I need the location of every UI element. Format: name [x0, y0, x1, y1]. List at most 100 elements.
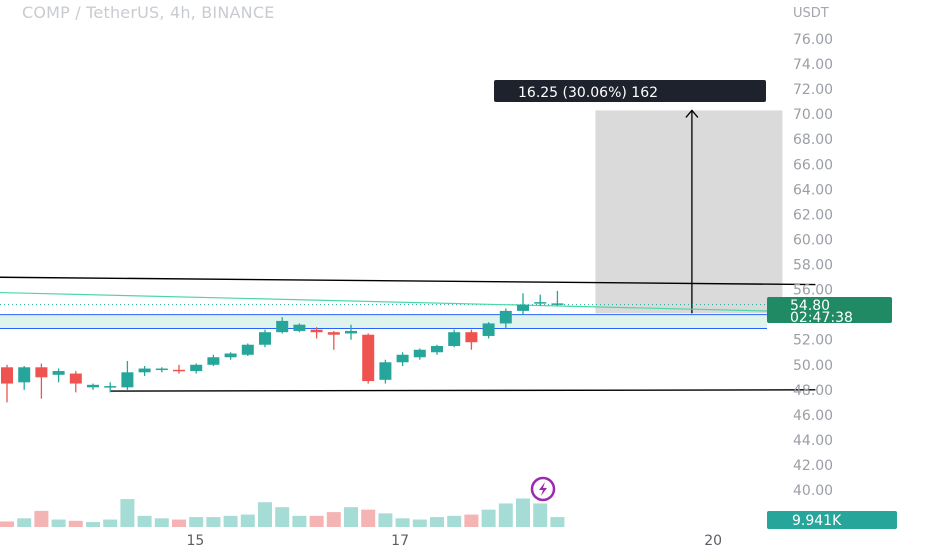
volume-tag: 9.941K [767, 511, 897, 529]
candle-body [69, 373, 82, 384]
volume-bar [206, 517, 221, 527]
measure-box [595, 110, 783, 314]
y-tick-label: 58.00 [793, 258, 833, 274]
volume-bar [498, 503, 513, 527]
volume-bar [240, 514, 255, 527]
support-zone-fill [0, 314, 767, 329]
trendlines-layer[interactable] [0, 276, 816, 392]
bar-countdown: 02:47:38 [790, 310, 853, 326]
y-tick-label: 72.00 [793, 82, 833, 98]
volume-bar [172, 519, 186, 527]
volume-bar [120, 499, 135, 527]
y-tick-label: 76.00 [793, 32, 833, 48]
volume-bar [344, 507, 358, 527]
candle-body [551, 303, 564, 305]
axis-unit-label: USDT [793, 6, 829, 21]
candle-body [207, 357, 220, 365]
candle-body [293, 324, 306, 331]
y-tick-label: 52.00 [793, 333, 833, 349]
candle-body [396, 354, 409, 363]
volume-bar [361, 509, 376, 527]
measure-label: 16.25 (30.06%) 162 [494, 80, 766, 102]
trendline-2 [110, 389, 816, 392]
volume-bar [412, 519, 427, 527]
candle-body [155, 368, 168, 371]
last-price-value: 54.80 [790, 298, 830, 314]
y-tick-label: 60.00 [793, 232, 833, 248]
candles-layer [1, 290, 564, 403]
volume-bar [395, 518, 410, 527]
volume-bar [86, 522, 100, 527]
candle-body [173, 369, 185, 372]
y-tick-label: 48.00 [793, 383, 833, 399]
y-tick-label: 44.00 [793, 433, 833, 449]
lightning-icon[interactable] [530, 476, 556, 502]
y-tick-label: 62.00 [793, 207, 833, 223]
price-axis[interactable]: USDT 76.00 74.00 72.00 70.00 68.00 66.00 64.00… [793, 6, 833, 499]
volume-bar [154, 518, 169, 527]
volume-bar [447, 515, 462, 527]
y-tick-label: 64.00 [793, 182, 833, 198]
volume-bar [51, 519, 66, 527]
volume-bar [516, 498, 530, 527]
price-range-measure[interactable] [595, 109, 783, 314]
volume-bar [430, 517, 444, 527]
candle-body [379, 362, 392, 380]
candle-body [482, 323, 495, 336]
candle-body [259, 332, 271, 345]
volume-bar [17, 518, 32, 527]
candle-body [87, 384, 99, 388]
x-tick-label: 20 [704, 533, 722, 549]
x-tick-label: 17 [391, 533, 409, 549]
candle-body [499, 310, 512, 324]
candle-body [1, 367, 13, 384]
volume-bar [464, 514, 479, 527]
candle-body [465, 332, 478, 343]
candle-body [35, 367, 48, 378]
volume-bar [550, 517, 565, 527]
x-tick-label: 15 [186, 533, 204, 549]
candle-body [448, 332, 461, 346]
volume-bar [309, 515, 324, 527]
y-tick-label: 66.00 [793, 157, 833, 173]
candle-body [345, 330, 357, 334]
volume-bar [326, 512, 341, 527]
y-tick-label: 46.00 [793, 408, 833, 424]
y-tick-label: 68.00 [793, 132, 833, 148]
volume-bar [0, 521, 14, 527]
volume-value: 9.941K [792, 513, 842, 529]
y-tick-label: 70.00 [793, 107, 833, 123]
candle-body [104, 386, 117, 388]
candle-body [310, 329, 323, 333]
candle-body [52, 371, 65, 375]
measure-label-text: 16.25 (30.06%) 162 [518, 85, 658, 101]
moving-average-line [0, 291, 816, 313]
support-zone-layer [0, 314, 767, 329]
volume-bar [533, 503, 548, 527]
volume-tag-bg [767, 511, 897, 529]
candle-body [362, 334, 375, 382]
candle-body [224, 353, 237, 358]
y-tick-label: 42.00 [793, 458, 833, 474]
candle-body [276, 320, 289, 333]
volume-bar [137, 515, 152, 527]
volume-bar [223, 515, 238, 527]
volume-bar [292, 515, 307, 527]
candle-body [534, 302, 547, 304]
y-tick-label: 74.00 [793, 57, 833, 73]
y-tick-label: 40.00 [793, 483, 833, 499]
volume-bar [189, 517, 204, 527]
candle-body [121, 372, 134, 388]
candle-body [431, 345, 443, 353]
candle-body [327, 332, 340, 335]
volume-layer [0, 498, 565, 527]
candle-body [138, 368, 151, 373]
y-tick-label: 50.00 [793, 358, 833, 374]
volume-bar [103, 519, 118, 527]
measure-arrow-head [685, 109, 699, 118]
measure-label-bg [494, 80, 766, 102]
time-axis[interactable]: 15 17 20 [186, 533, 722, 549]
y-tick-label: 56.00 [793, 283, 833, 299]
volume-bar [378, 513, 393, 527]
